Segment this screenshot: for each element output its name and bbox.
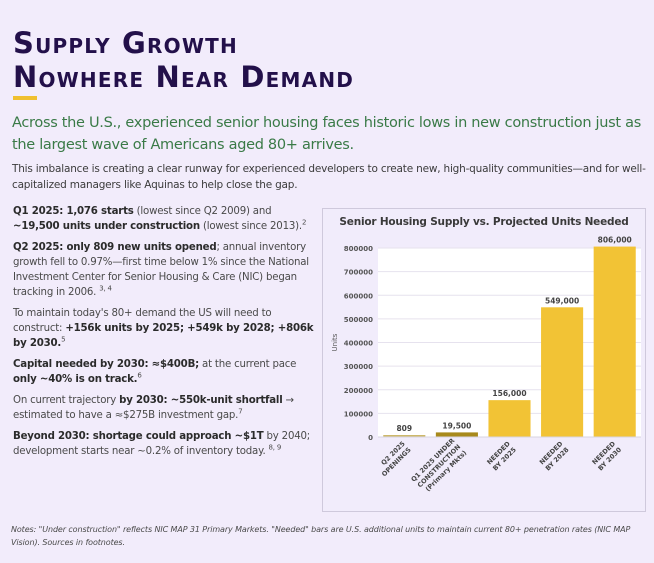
y-tick-label: 600000 [344, 292, 373, 300]
y-tick-label: 200000 [344, 387, 373, 395]
fact-item: To maintain today's 80+ demand the US wi… [13, 306, 315, 351]
footnote-ref: 3, 4 [99, 284, 112, 293]
chart-card: Senior Housing Supply vs. Projected Unit… [322, 208, 646, 512]
fact-item: Capital needed by 2030: ≈$400B; at the c… [13, 357, 315, 387]
y-axis-label: Units [331, 333, 339, 351]
bar-data-label: 809 [396, 424, 412, 433]
y-tick-label: 100000 [344, 410, 373, 418]
footnote-ref: 6 [137, 371, 142, 380]
sublede-text: This imbalance is creating a clear runwa… [12, 163, 646, 191]
fact-highlight: +156k units by 2025; +549k by 2028; +806… [13, 323, 314, 349]
fact-highlight: Capital needed by 2030: ≈$400B; [13, 359, 200, 370]
bar [593, 246, 636, 437]
bar [435, 432, 478, 437]
title-accent-bar [13, 96, 37, 100]
bar [488, 400, 531, 437]
page-title-line-2: Nowhere Near Demand [13, 60, 355, 94]
page-title-line-1: Supply Growth [13, 26, 238, 60]
fact-text: → estimated to have a ≈$275B investment … [13, 395, 294, 421]
fact-highlight: Q2 2025: only 809 new units opened [13, 242, 217, 253]
bar-data-label: 19,500 [442, 421, 471, 430]
bar-data-label: 549,000 [545, 296, 579, 305]
fact-text: at the current pace [199, 359, 297, 370]
fact-item: Q1 2025: 1,076 starts (lowest since Q2 2… [13, 204, 315, 234]
footnote-ref: 7 [238, 407, 243, 416]
bar-data-label: 156,000 [492, 389, 526, 398]
footnote-text: Notes: "Under construction" reflects NIC… [11, 525, 631, 547]
bar [541, 307, 584, 437]
footnote-ref: 2 [301, 218, 307, 227]
fact-highlight: ~19,500 units under construction [13, 221, 200, 232]
fact-item: Q2 2025: only 809 new units opened; annu… [13, 240, 315, 300]
fact-highlight: Q1 2025: 1,076 starts [13, 206, 134, 217]
y-tick-label: 0 [368, 434, 373, 442]
fact-text: ; annual inventory growth fell to 0.97%—… [13, 242, 309, 298]
footnote-ref: 5 [61, 335, 66, 344]
bar-data-label: 806,000 [598, 236, 632, 245]
fact-list: Q1 2025: 1,076 starts (lowest since Q2 2… [13, 204, 315, 465]
y-tick-label: 300000 [344, 363, 373, 371]
footnote-ref: 8, 9 [268, 443, 282, 452]
y-tick-label: 500000 [344, 316, 373, 324]
bar-chart: 0 100000 200000 300000 400000 500000 600000 700… [331, 236, 641, 493]
fact-text: (lowest since Q2 2009) and [133, 206, 272, 217]
bar [383, 435, 426, 437]
fact-text: (lowest since 2013). [199, 221, 302, 232]
chart-title: Senior Housing Supply vs. Projected Unit… [339, 216, 629, 228]
y-tick-label: 800000 [344, 245, 373, 253]
page-title: Supply Growth Nowhere Near Demand [13, 26, 354, 94]
y-tick-label: 700000 [344, 269, 373, 277]
fact-highlight: by 2030: ~550k-unit shortfall [119, 395, 283, 406]
fact-text: On current trajectory [13, 395, 120, 406]
fact-highlight: only ~40% is on track. [13, 374, 138, 385]
fact-text: To maintain today's 80+ demand the US wi… [13, 308, 272, 334]
fact-item: Beyond 2030: shortage could approach ~$1… [13, 429, 315, 459]
y-tick-label: 400000 [344, 340, 373, 348]
lede-text: Across the U.S., experienced senior hous… [12, 115, 641, 153]
fact-item: On current trajectory by 2030: ~550k-uni… [13, 393, 315, 423]
fact-text: by 2040; development starts near ~0.2% o… [13, 431, 311, 457]
fact-highlight: Beyond 2030: shortage could approach ~$1… [13, 431, 264, 442]
